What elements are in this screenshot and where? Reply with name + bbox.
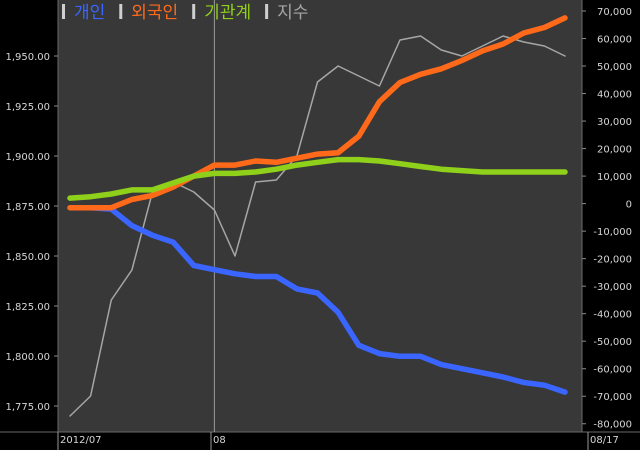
x-tick-label: 2012/07 xyxy=(60,435,102,446)
right-axis-ticks: 70,000 60,000 50,000 40,000 30,000 20,000 10,0… xyxy=(582,7,632,431)
series-lines xyxy=(67,15,568,417)
right-tick-label: 20,000 xyxy=(597,145,632,156)
plot-background xyxy=(58,0,582,432)
legend-marker xyxy=(192,4,196,19)
left-tick-label: 1,825.00 xyxy=(5,302,50,313)
left-tick-label: 1,950.00 xyxy=(5,52,50,63)
left-tick-label: 1,875.00 xyxy=(5,202,50,213)
left-tick-label: 1,925.00 xyxy=(5,102,50,113)
legend-label: 지수 xyxy=(277,3,308,23)
legend: 개인 외국인 기관계 지수 xyxy=(62,3,308,23)
right-tick-label: -60,000 xyxy=(593,365,632,376)
series-line-individual xyxy=(67,204,568,395)
legend-label: 개인 xyxy=(74,3,105,23)
left-tick-label: 1,775.00 xyxy=(5,402,50,413)
right-tick-label: -50,000 xyxy=(593,337,632,348)
left-tick-label: 1,900.00 xyxy=(5,152,50,163)
legend-marker xyxy=(119,4,123,19)
right-tick-label: -80,000 xyxy=(593,420,632,431)
right-tick-label: -20,000 xyxy=(593,255,632,266)
right-tick-label: 30,000 xyxy=(597,117,632,128)
left-axis-ticks: 1,950.00 1,925.00 1,900.00 1,875.00 1,850.00… xyxy=(5,52,58,413)
series-line-institution xyxy=(67,156,568,201)
legend-label: 기관계 xyxy=(204,3,251,23)
legend-marker xyxy=(265,4,269,19)
right-tick-label: 40,000 xyxy=(597,90,632,101)
x-tick-label: 08/17 xyxy=(590,435,619,446)
right-tick-label: 60,000 xyxy=(597,35,632,46)
right-tick-label: 50,000 xyxy=(597,62,632,73)
right-tick-label: -40,000 xyxy=(593,310,632,321)
left-tick-label: 1,850.00 xyxy=(5,252,50,263)
x-tick-label: 08 xyxy=(213,435,226,446)
right-tick-label: 10,000 xyxy=(597,172,632,183)
right-tick-label: 70,000 xyxy=(597,7,632,18)
right-tick-label: -10,000 xyxy=(593,227,632,238)
right-tick-label: -30,000 xyxy=(593,282,632,293)
legend-marker xyxy=(62,4,65,19)
x-axis-labels: 2012/07 08 08/17 xyxy=(57,432,619,450)
series-line-foreign xyxy=(67,15,568,211)
left-tick-label: 1,800.00 xyxy=(5,352,50,363)
right-tick-label: 0 xyxy=(626,200,632,211)
legend-label: 외국인 xyxy=(131,3,178,23)
right-tick-label: -70,000 xyxy=(593,392,632,403)
